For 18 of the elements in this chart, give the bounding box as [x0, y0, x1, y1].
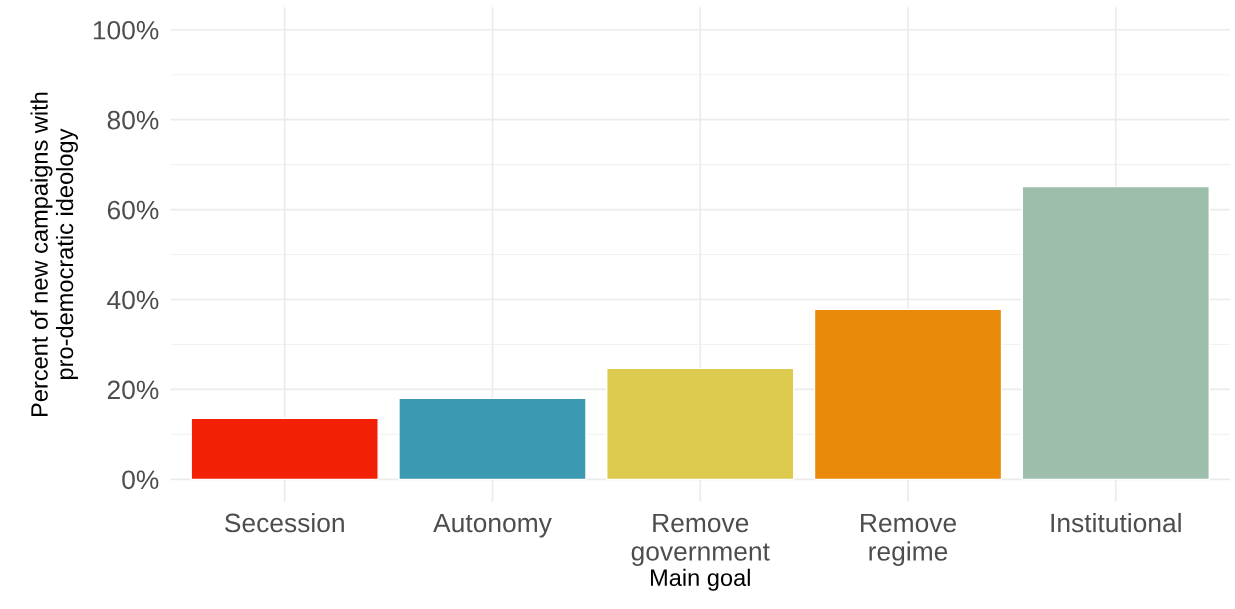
- bar: [606, 367, 795, 481]
- x-axis-title: Main goal: [651, 568, 750, 591]
- y-tick-label: 100%: [93, 20, 159, 40]
- y-tick-label: 0%: [122, 470, 159, 490]
- y-tick-label: 40%: [107, 290, 159, 310]
- bar: [813, 308, 1003, 481]
- x-tick-label: Autonomy: [433, 513, 552, 538]
- x-tick-label: Remove government: [631, 513, 770, 566]
- x-tick-label: Institutional: [1051, 512, 1181, 533]
- y-axis-title: Percent of new campaigns with pro-democratic ideology: [30, 92, 78, 417]
- x-tick-label: Remove regime: [861, 513, 956, 566]
- x-tick-label: Secession: [225, 512, 344, 533]
- bar: [190, 417, 379, 481]
- y-tick-label: 20%: [107, 380, 159, 400]
- bar: [398, 397, 587, 481]
- y-tick-label: 60%: [107, 200, 159, 220]
- bar: [1021, 185, 1210, 481]
- y-tick-label: 80%: [107, 110, 159, 130]
